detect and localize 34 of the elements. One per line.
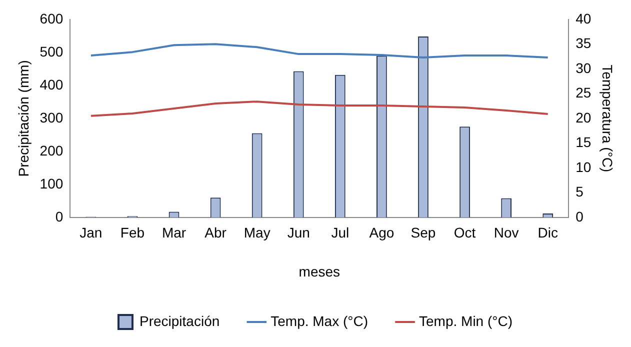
legend-label: Temp. Min (°C) bbox=[419, 312, 513, 329]
y-axis-title: Precipitación (mm) bbox=[15, 60, 32, 177]
legend-label: Precipitación bbox=[139, 312, 220, 329]
x-tick-label: Jul bbox=[331, 224, 350, 241]
x-axis-title: meses bbox=[298, 263, 340, 280]
x-tick-label: Sep bbox=[410, 224, 436, 241]
x-tick-label: Abr bbox=[204, 224, 227, 241]
legend-label: Temp. Max (°C) bbox=[270, 312, 368, 329]
y-tick-label: 200 bbox=[40, 142, 64, 158]
y2-tick-label: 40 bbox=[576, 10, 592, 26]
x-tick-label: Jan bbox=[80, 224, 102, 241]
y2-tick-label: 35 bbox=[576, 35, 592, 52]
y-tick-label: 600 bbox=[40, 10, 64, 26]
x-tick-label: Feb bbox=[120, 224, 145, 241]
x-tick-label: Dic bbox=[538, 224, 558, 241]
y2-tick-label: 0 bbox=[576, 208, 584, 224]
x-tick-label: May bbox=[244, 224, 270, 241]
x-tick-label: Mar bbox=[162, 224, 186, 241]
x-tick-label: Ago bbox=[369, 224, 394, 241]
y2-tick-label: 20 bbox=[576, 109, 592, 126]
y2-tick-label: 15 bbox=[576, 134, 592, 150]
y2-tick-label: 5 bbox=[576, 184, 584, 200]
x-tick-label: Nov bbox=[494, 224, 519, 241]
y2-tick-label: 30 bbox=[576, 60, 592, 76]
x-tick-label: Jun bbox=[287, 224, 310, 241]
y-tick-label: 300 bbox=[40, 109, 64, 126]
y2-tick-label: 25 bbox=[576, 84, 592, 101]
y-tick-label: 400 bbox=[40, 76, 64, 92]
y2-axis-title: Temperatura (°C) bbox=[600, 64, 616, 172]
y-tick-label: 0 bbox=[55, 208, 64, 224]
y-tick-label: 500 bbox=[40, 43, 64, 60]
y-tick-label: 100 bbox=[40, 175, 64, 192]
y2-tick-label: 10 bbox=[576, 158, 592, 175]
x-tick-label: Oct bbox=[454, 224, 476, 241]
